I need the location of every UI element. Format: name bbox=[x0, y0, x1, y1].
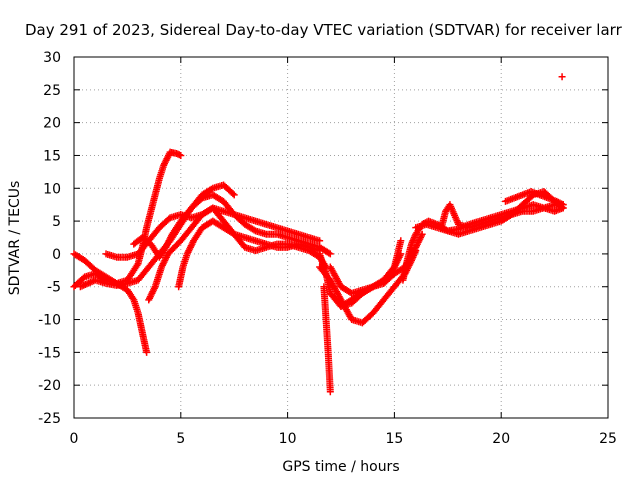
y-tick-label: -20 bbox=[38, 378, 61, 394]
y-axis-label: SDTVAR / TECUs bbox=[7, 181, 23, 296]
data-point bbox=[559, 201, 567, 209]
data-point bbox=[558, 73, 566, 81]
y-tick-label: 0 bbox=[52, 247, 61, 263]
series-outlier bbox=[558, 73, 566, 81]
data-point bbox=[177, 151, 185, 159]
data-point bbox=[229, 190, 237, 198]
data-point bbox=[229, 229, 237, 237]
x-tick-label: 25 bbox=[599, 431, 617, 447]
data-point bbox=[316, 237, 324, 245]
y-tick-label: 20 bbox=[43, 116, 61, 132]
x-tick-label: 0 bbox=[70, 431, 79, 447]
series-track-g bbox=[175, 217, 324, 291]
x-tick-label: 5 bbox=[176, 431, 185, 447]
y-tick-label: -10 bbox=[38, 313, 61, 329]
x-tick-label: 15 bbox=[385, 431, 403, 447]
data-point bbox=[326, 388, 334, 396]
series-track-i bbox=[320, 283, 334, 396]
series-track-p bbox=[501, 188, 567, 209]
series-track-d bbox=[102, 204, 324, 261]
grid-lines bbox=[74, 57, 608, 418]
series-track-l bbox=[337, 237, 405, 310]
data-point bbox=[230, 191, 238, 199]
x-axis-label: GPS time / hours bbox=[282, 459, 399, 475]
series-track-e bbox=[130, 191, 334, 261]
data-point bbox=[325, 249, 333, 257]
x-tick-label: 20 bbox=[492, 431, 510, 447]
plot-frame bbox=[73, 56, 609, 419]
y-tick-label: -25 bbox=[38, 411, 61, 427]
data-point bbox=[207, 185, 215, 193]
y-axis: -25 -20 -15 -10 -5 0 5 10 15 20 25 30 bbox=[38, 50, 608, 427]
x-axis: 0 5 10 15 20 25 bbox=[70, 57, 617, 447]
y-tick-label: 15 bbox=[43, 148, 61, 164]
x-tick-label: 10 bbox=[279, 431, 297, 447]
chart-title: Day 291 of 2023, Sidereal Day-to-day VTE… bbox=[25, 21, 623, 39]
y-tick-label: -5 bbox=[47, 280, 61, 296]
y-tick-label: -15 bbox=[38, 345, 61, 361]
data-point bbox=[326, 250, 334, 258]
data-series bbox=[70, 73, 567, 396]
data-point bbox=[397, 237, 405, 245]
y-tick-label: 30 bbox=[43, 50, 61, 66]
data-point bbox=[250, 226, 258, 234]
data-point bbox=[143, 348, 151, 356]
y-tick-label: 25 bbox=[43, 83, 61, 99]
y-tick-label: 10 bbox=[43, 181, 61, 197]
series-track-o bbox=[437, 201, 567, 232]
data-point bbox=[418, 230, 426, 238]
y-tick-label: 5 bbox=[52, 214, 61, 230]
